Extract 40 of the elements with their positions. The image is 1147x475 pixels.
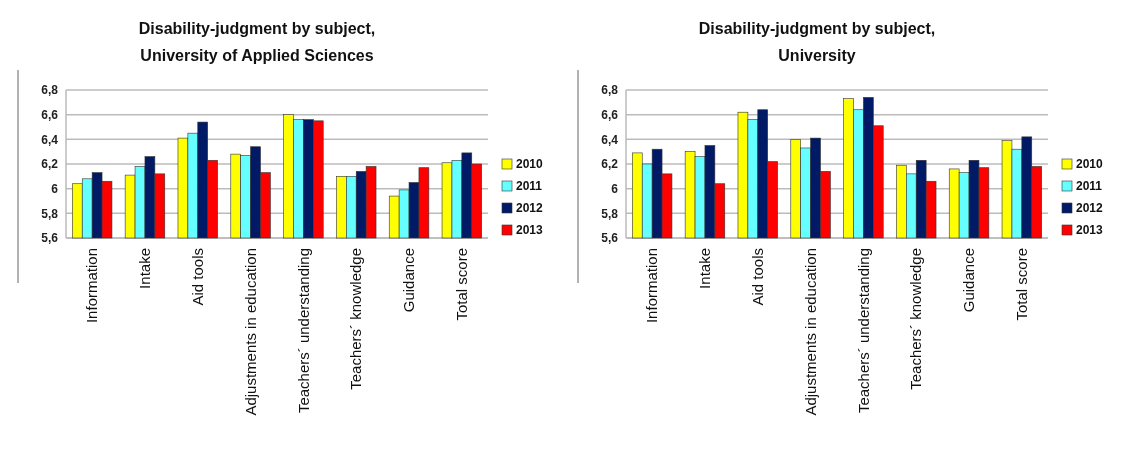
chart-title: Disability-judgment by subject, University	[698, 20, 936, 64]
x-tick-label: Intake	[136, 248, 154, 289]
x-tick-label: Total score	[453, 248, 471, 321]
chart-title: Disability-judgment by subject, University of Applied Sciences	[138, 20, 376, 64]
legend-label: 2012	[516, 201, 544, 216]
legend-label: 2013	[1076, 223, 1104, 238]
y-tick-label: 6	[611, 181, 619, 196]
legend-label: 2010	[516, 157, 544, 172]
y-tick-label: 5,6	[41, 231, 59, 246]
x-tick-label: Total score	[1013, 248, 1031, 321]
x-tick-label: Teachers´ understanding	[854, 248, 872, 414]
x-tick-label: Teachers´ knowledge	[907, 248, 925, 390]
legend-label: 2011	[516, 179, 543, 194]
y-tick-label: 5,8	[41, 206, 59, 221]
x-tick-label: Guidance	[960, 248, 978, 313]
y-tick-label: 6,2	[41, 157, 59, 172]
x-tick-label: Aid tools	[749, 248, 767, 306]
y-tick-label: 6,4	[601, 132, 619, 147]
y-tick-label: 6,6	[601, 107, 619, 122]
legend-label: 2013	[516, 223, 544, 238]
x-tick-label: Teachers´ understanding	[294, 248, 312, 414]
y-tick-label: 6,2	[601, 157, 619, 172]
legend-label: 2011	[1076, 179, 1103, 194]
y-tick-label: 6,8	[41, 83, 59, 98]
x-tick-label: Guidance	[400, 248, 418, 313]
x-tick-label: Adjustments in education	[241, 248, 259, 416]
x-tick-label: Teachers´ knowledge	[347, 248, 365, 390]
x-tick-label: Adjustments in education	[801, 248, 819, 416]
x-tick-label: Aid tools	[189, 248, 207, 306]
y-tick-label: 5,8	[601, 206, 619, 221]
y-tick-label: 6,6	[41, 107, 59, 122]
y-tick-label: 6	[51, 181, 59, 196]
legend-label: 2012	[1076, 201, 1104, 216]
legend-label: 2010	[1076, 157, 1104, 172]
x-tick-label: Intake	[696, 248, 714, 289]
y-tick-label: 6,4	[41, 132, 59, 147]
x-tick-label: Information	[643, 248, 661, 324]
y-tick-label: 6,8	[601, 83, 619, 98]
x-tick-label: Information	[83, 248, 101, 324]
y-tick-label: 5,6	[601, 231, 619, 246]
